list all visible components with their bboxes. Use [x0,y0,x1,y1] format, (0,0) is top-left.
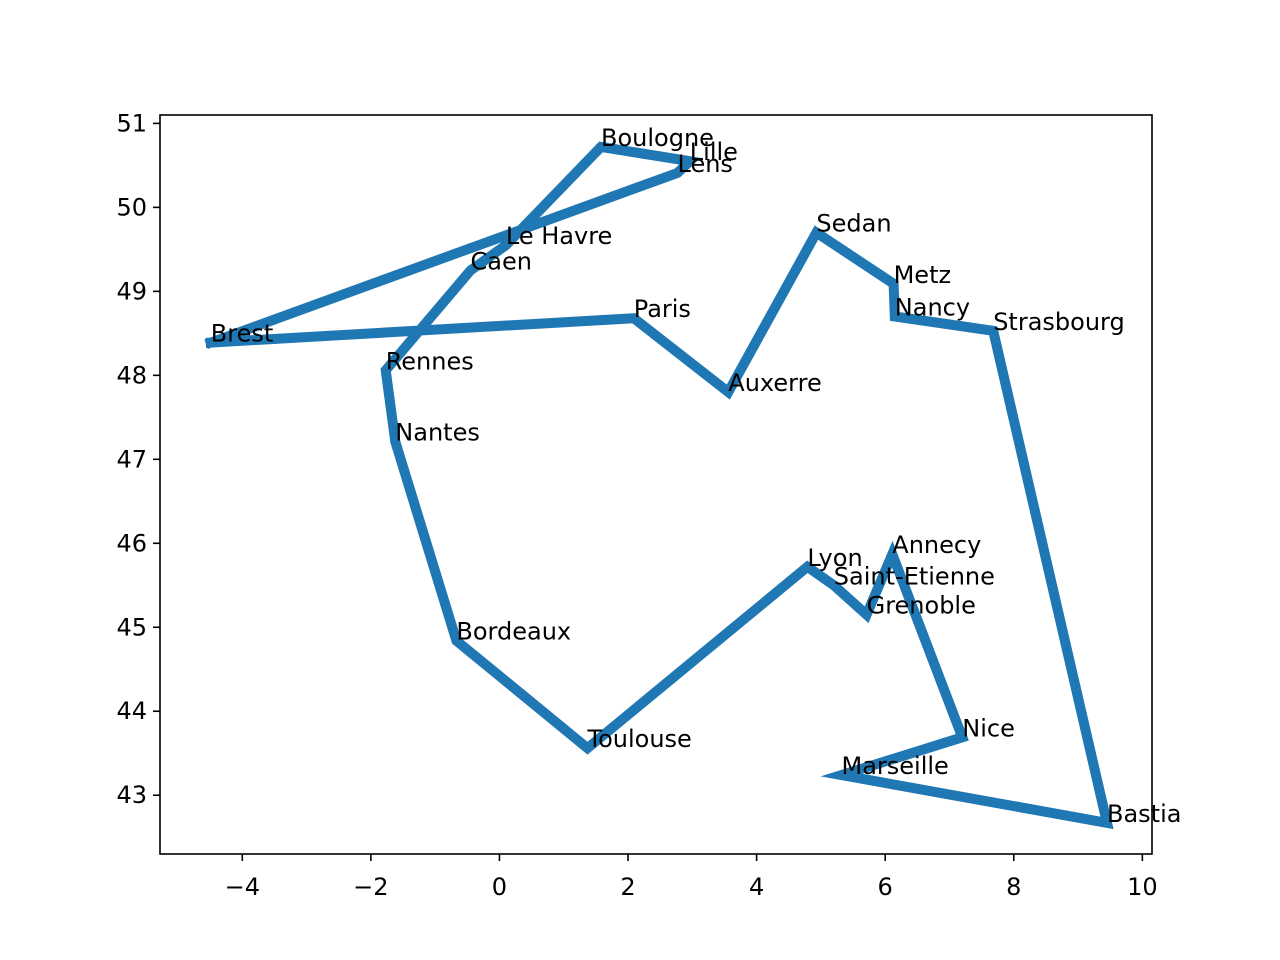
city-label-toulouse: Toulouse [587,725,692,753]
y-tick-label: 46 [116,529,147,557]
city-label-rennes: Rennes [386,347,474,375]
city-label-boulogne: Boulogne [601,124,714,152]
city-label-lille: Lille [690,138,738,166]
city-label-sedan: Sedan [816,210,891,238]
x-tick-label: 0 [492,873,507,901]
city-label-saint-etienne: Saint-Etienne [834,562,995,590]
city-label-marseille: Marseille [842,752,949,780]
city-label-nantes: Nantes [395,419,480,447]
city-label-strasbourg: Strasbourg [993,308,1125,336]
y-tick-label: 43 [116,781,147,809]
city-label-nancy: Nancy [895,294,970,322]
city-label-caen: Caen [471,247,532,275]
city-label-annecy: Annecy [892,531,981,559]
y-tick-label: 49 [116,277,147,305]
x-axis: −4 −2 0 2 4 6 8 10 [225,854,1158,901]
x-tick-label: 2 [620,873,635,901]
city-label-auxerre: Auxerre [728,369,821,397]
route-line-layer [204,141,1114,830]
y-tick-label: 45 [116,613,147,641]
city-label-lyon: Lyon [807,544,862,572]
city-label-bordeaux: Bordeaux [456,618,571,646]
y-tick-label: 51 [116,109,147,137]
x-tick-label: −4 [225,873,260,901]
route-series-line [204,141,1114,830]
city-label-paris: Paris [634,295,691,323]
y-tick-label: 44 [116,697,147,725]
plot-area-frame [159,114,1153,855]
city-label-bastia: Bastia [1107,800,1181,828]
y-axis: 43 44 45 46 47 48 49 50 51 [116,109,160,809]
x-tick-label: 10 [1127,873,1158,901]
city-label-nice: Nice [962,714,1015,742]
x-tick-label: 6 [878,873,893,901]
y-tick-label: 50 [116,193,147,221]
city-label-metz: Metz [894,261,951,289]
x-tick-label: −2 [353,873,388,901]
city-label-le-havre: Le Havre [506,222,612,250]
city-label-lens: Lens [678,150,733,178]
x-tick-label: 4 [749,873,764,901]
x-tick-label: 8 [1006,873,1021,901]
city-label-grenoble: Grenoble [867,592,976,620]
city-label-brest: Brest [211,320,273,348]
y-tick-label: 48 [116,361,147,389]
y-tick-label: 47 [116,445,147,473]
